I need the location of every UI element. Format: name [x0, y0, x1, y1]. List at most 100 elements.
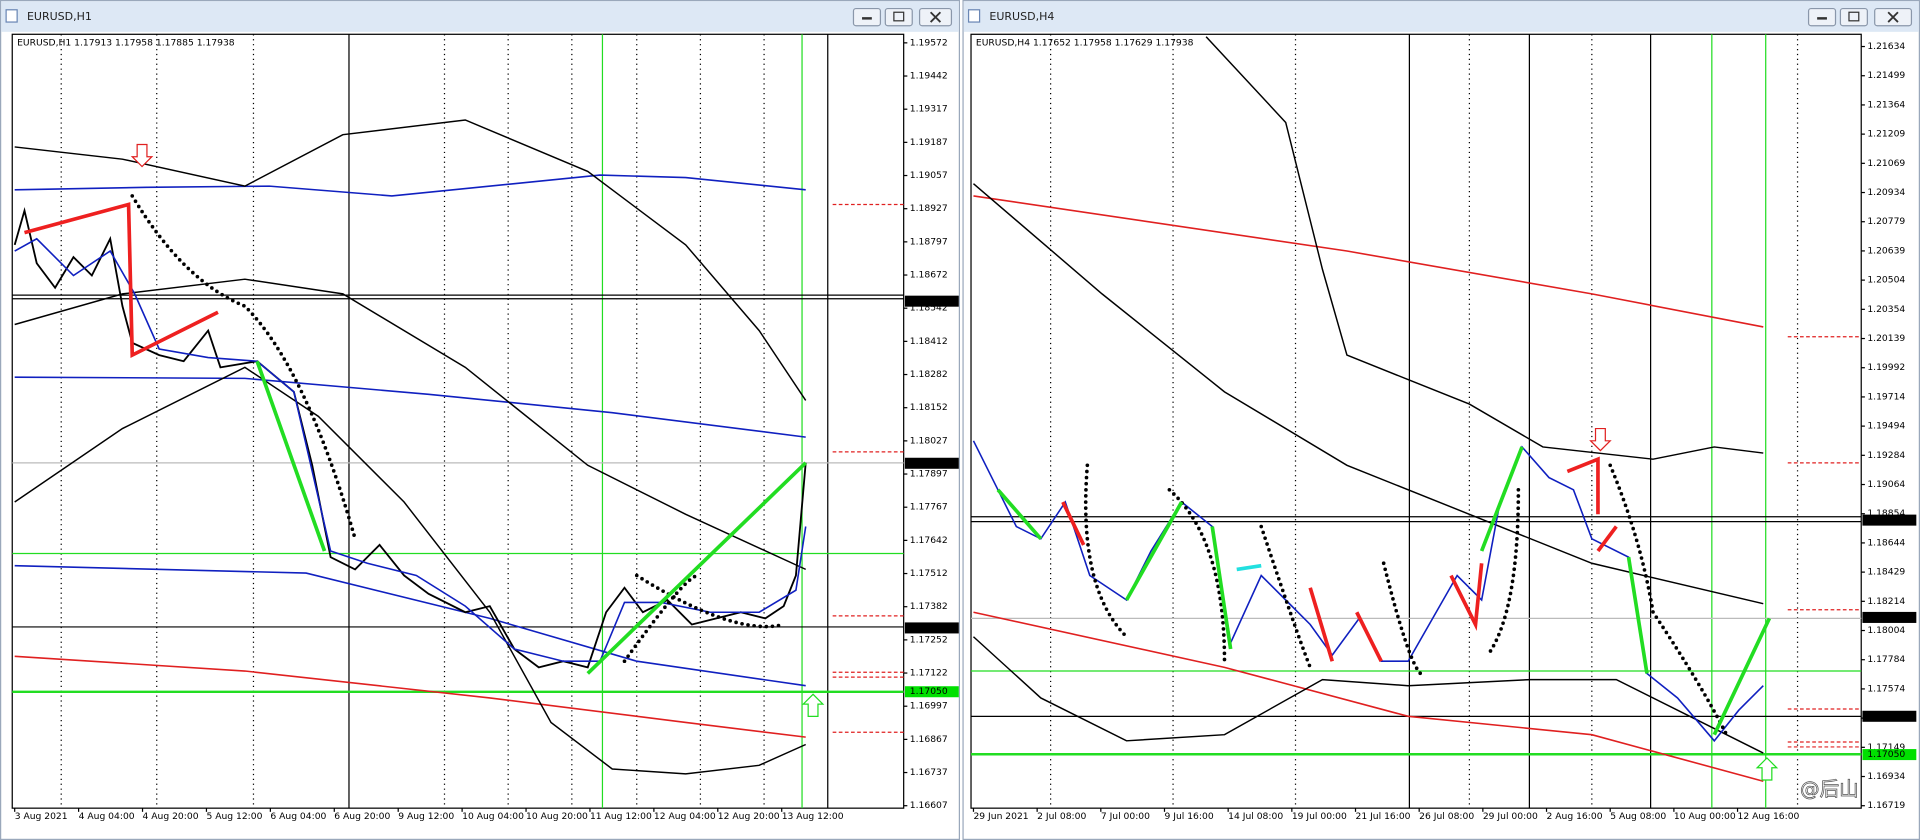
- symbol-info: EURUSD,H1 1.17913 1.17958 1.17885 1.1793…: [17, 37, 235, 48]
- window-title: EURUSD,H1: [27, 10, 92, 23]
- time-label: 10 Aug 00:00: [1674, 811, 1736, 822]
- price-marker: [904, 457, 959, 469]
- price-marker: [1862, 749, 1917, 761]
- price-label: 1.19187: [910, 137, 948, 148]
- chart-drawing: [971, 34, 1862, 809]
- chart-window: EURUSD,H1: [0, 0, 960, 840]
- price-label: 1.17512: [910, 568, 948, 579]
- price-label: 1.18412: [910, 336, 948, 347]
- price-label: 1.19494: [1867, 421, 1905, 432]
- price-label: 1.18927: [910, 203, 948, 214]
- time-label: 4 Aug 04:00: [79, 811, 135, 822]
- time-label: 9 Aug 12:00: [398, 811, 454, 822]
- price-marker-label: 1.17050: [1867, 749, 1905, 760]
- price-label: 1.21364: [1867, 99, 1905, 110]
- plot-area: [970, 33, 1862, 809]
- time-label: 29 Jul 00:00: [1483, 811, 1538, 822]
- plot-area: [11, 33, 905, 809]
- time-label: 19 Jul 00:00: [1292, 811, 1347, 822]
- price-label: 1.16607: [910, 800, 948, 811]
- price-marker-label: 1.17298: [1867, 711, 1905, 722]
- price-label: 1.17122: [910, 668, 948, 679]
- price-marker-label: 1.17298: [910, 622, 948, 633]
- price-label: 1.18004: [1867, 625, 1905, 636]
- price-label: 1.20779: [1867, 216, 1905, 227]
- chart-drawing: [12, 34, 904, 809]
- price-label: 1.18672: [910, 270, 948, 281]
- price-label: 1.19064: [1867, 479, 1905, 490]
- price-label: 1.18214: [1867, 596, 1905, 607]
- price-label: 1.16737: [910, 767, 948, 778]
- title-bar: [963, 1, 1919, 32]
- price-label: 1.20139: [1867, 333, 1905, 344]
- price-marker-label: 1.18568: [1867, 515, 1905, 526]
- window-buttons[interactable]: [1807, 7, 1913, 27]
- price-label: 1.21069: [1867, 158, 1905, 169]
- time-label: 10 Aug 20:00: [526, 811, 588, 822]
- window-icon: [967, 9, 981, 23]
- title-bar: [1, 1, 959, 32]
- time-label: 5 Aug 08:00: [1610, 811, 1666, 822]
- price-label: 1.20934: [1867, 187, 1905, 198]
- price-label: 1.18429: [1867, 567, 1905, 578]
- price-label: 1.21634: [1867, 41, 1905, 52]
- time-label: 4 Aug 20:00: [143, 811, 199, 822]
- window-title: EURUSD,H4: [989, 10, 1054, 23]
- watermark: @后山: [1800, 777, 1859, 800]
- price-marker: [904, 686, 959, 698]
- price-marker: [904, 295, 959, 307]
- time-label: 12 Aug 20:00: [718, 811, 780, 822]
- price-label: 1.17574: [1867, 683, 1905, 694]
- price-label: 1.18152: [910, 402, 948, 413]
- time-label: 5 Aug 12:00: [206, 811, 262, 822]
- price-label: 1.17784: [1867, 654, 1905, 665]
- time-label: 21 Jul 16:00: [1356, 811, 1411, 822]
- time-label: 13 Aug 12:00: [782, 811, 844, 822]
- price-label: 1.19572: [910, 37, 948, 48]
- price-label: 1.17382: [910, 601, 948, 612]
- price-marker-label: 1.17938: [1867, 612, 1905, 623]
- price-label: 1.20504: [1867, 275, 1905, 286]
- price-label: 1.21209: [1867, 129, 1905, 140]
- price-label: 1.20354: [1867, 304, 1905, 315]
- price-label: 1.19284: [1867, 450, 1905, 461]
- time-label: 12 Aug 16:00: [1738, 811, 1800, 822]
- price-label: 1.17149: [1867, 742, 1905, 753]
- price-label: 1.17642: [910, 535, 948, 546]
- time-label: 7 Jul 00:00: [1101, 811, 1150, 822]
- price-label: 1.16934: [1867, 771, 1905, 782]
- price-marker-label: 1.17938: [910, 458, 948, 469]
- price-label: 1.16997: [910, 701, 948, 712]
- price-label: 1.17252: [910, 634, 948, 645]
- price-label: 1.21499: [1867, 70, 1905, 81]
- price-label: 1.18282: [910, 369, 948, 380]
- time-label: 2 Jul 08:00: [1037, 811, 1086, 822]
- price-label: 1.18542: [910, 303, 948, 314]
- window-icon: [5, 9, 18, 23]
- price-label: 1.20639: [1867, 245, 1905, 256]
- price-label: 1.19442: [910, 71, 948, 82]
- window-buttons[interactable]: [852, 7, 953, 27]
- price-label: 1.19714: [1867, 391, 1905, 402]
- time-label: 14 Jul 08:00: [1228, 811, 1283, 822]
- time-label: 6 Aug 04:00: [270, 811, 326, 822]
- symbol-info: EURUSD,H4 1.17652 1.17958 1.17629 1.1793…: [976, 37, 1194, 48]
- price-marker-label: 1.17050: [910, 686, 948, 697]
- price-marker-label: 1.18568: [910, 296, 948, 307]
- time-label: 26 Jul 08:00: [1419, 811, 1474, 822]
- price-marker: [1862, 611, 1917, 623]
- time-label: 12 Aug 04:00: [654, 811, 716, 822]
- chart-window: EURUSD,H4: [962, 0, 1920, 840]
- price-label: 1.19057: [910, 170, 948, 181]
- price-label: 1.16719: [1867, 800, 1905, 811]
- price-label: 1.17767: [910, 502, 948, 513]
- price-label: 1.18027: [910, 435, 948, 446]
- price-label: 1.16867: [910, 734, 948, 745]
- time-label: 11 Aug 12:00: [590, 811, 652, 822]
- time-label: 2 Aug 16:00: [1547, 811, 1603, 822]
- price-label: 1.18644: [1867, 537, 1905, 548]
- price-marker: [1862, 514, 1917, 526]
- price-label: 1.18854: [1867, 508, 1905, 519]
- price-label: 1.18797: [910, 236, 948, 247]
